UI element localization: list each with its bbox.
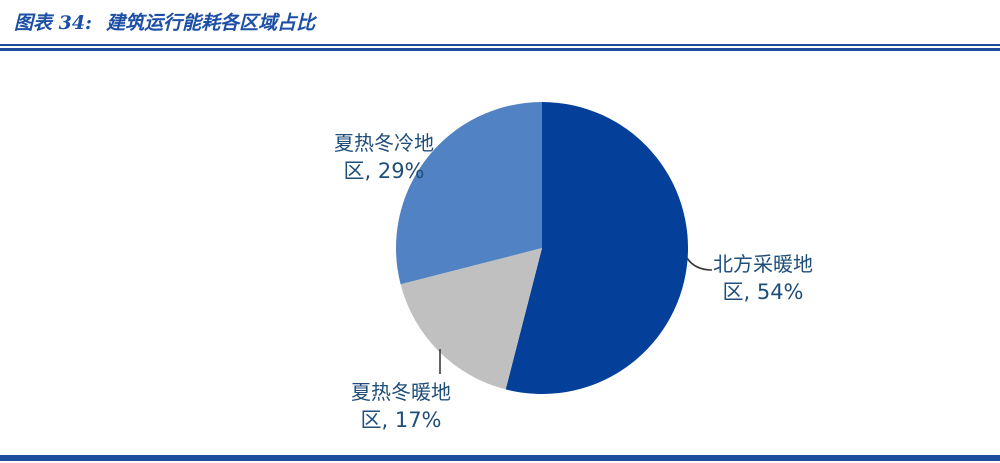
data-label-hot-summer-cold-winter-region: 夏热冬冷地 区, 29% bbox=[334, 129, 434, 185]
data-label-line1: 夏热冬暖地 bbox=[351, 380, 451, 404]
header-divider-rule bbox=[0, 44, 1000, 51]
data-label-line2: 区, 17% bbox=[360, 408, 442, 432]
leader-line-north-region bbox=[686, 257, 713, 271]
pie-slice-2 bbox=[396, 102, 542, 285]
figure-title: 建筑运行能耗各区域占比 bbox=[106, 12, 316, 34]
data-label-north-heating-region: 北方采暖地 区, 54% bbox=[713, 250, 813, 306]
data-label-line1: 北方采暖地 bbox=[713, 252, 813, 276]
data-label-line1: 夏热冬冷地 bbox=[334, 131, 434, 155]
data-label-hot-summer-warm-winter-region: 夏热冬暖地 区, 17% bbox=[351, 378, 451, 434]
pie-slices-group bbox=[396, 101, 689, 394]
footer-divider-bar bbox=[0, 455, 1000, 461]
data-label-line2: 区, 29% bbox=[343, 159, 425, 183]
figure-number: 图表 34: bbox=[14, 12, 93, 34]
figure-caption: 图表 34: 建筑运行能耗各区域占比 bbox=[14, 8, 315, 35]
pie-slice-0 bbox=[505, 101, 689, 394]
pie-slice-1 bbox=[400, 248, 542, 390]
data-label-line2: 区, 54% bbox=[722, 280, 804, 304]
